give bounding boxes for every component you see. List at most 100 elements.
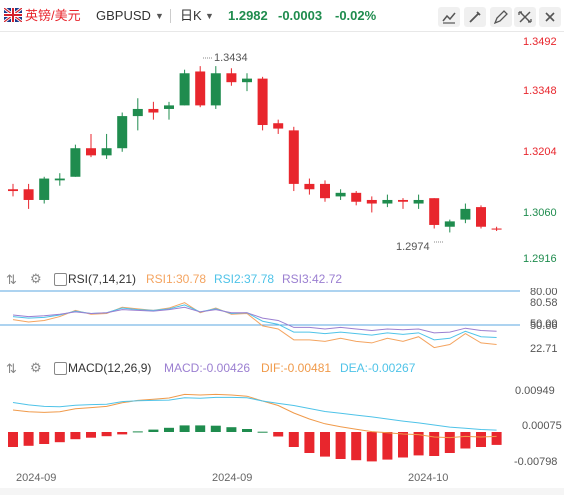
- rsi-chart[interactable]: 80.00 80.58 50.00 50.66 22.71: [0, 288, 564, 358]
- close-icon[interactable]: [539, 7, 561, 27]
- low-marker: 1.2974: [396, 241, 444, 253]
- indicator-icon[interactable]: [464, 7, 486, 27]
- chart-type-icon[interactable]: [438, 7, 460, 27]
- candle-body: [39, 178, 50, 200]
- macd-bar: [304, 432, 315, 453]
- macd-bar: [132, 431, 143, 433]
- rsi3-value: RSI3:42.72: [282, 272, 343, 286]
- macd-axis-label: 0.00949: [515, 385, 555, 397]
- macd-bar: [460, 432, 471, 449]
- candle-body: [257, 78, 268, 126]
- dif-value: DIF:-0.00481: [261, 361, 332, 375]
- candle-body: [54, 178, 65, 181]
- candle-body: [382, 199, 393, 204]
- low-annotation: 1.2974: [396, 241, 430, 253]
- draw-icon[interactable]: [490, 7, 512, 27]
- candle-body: [273, 123, 284, 129]
- date-label: 2024-09: [16, 472, 57, 484]
- macd-value: MACD:-0.00426: [164, 361, 251, 375]
- price-change-pct: -0.02%: [335, 8, 377, 23]
- macd-bar: [320, 432, 330, 457]
- current-price: 1.2982: [228, 8, 268, 23]
- date-label: 2024-09: [212, 472, 253, 484]
- macd-bar: [70, 432, 81, 440]
- macd-bar: [226, 427, 237, 432]
- collapse-icon[interactable]: ⇅: [6, 272, 17, 287]
- price-axis-label: 1.3204: [523, 146, 557, 158]
- rsi2-value: RSI2:37.78: [214, 272, 275, 286]
- period-caret-icon[interactable]: ▼: [205, 11, 214, 21]
- macd-bar: [257, 431, 268, 433]
- candle-body: [460, 208, 471, 220]
- candle-body: [70, 148, 81, 177]
- symbol-label[interactable]: GBPUSD: [96, 8, 151, 23]
- macd-bar: [242, 429, 252, 432]
- candle-body: [304, 183, 315, 190]
- rsi1-line: [12, 302, 497, 349]
- price-change: -0.0003: [278, 8, 323, 23]
- macd-bar: [179, 425, 190, 432]
- macd-bar: [288, 432, 299, 447]
- macd-bar: [366, 432, 377, 462]
- macd-header: ⇅ ⚙ MACD(12,26,9) MACD:-0.00426 DIF:-0.0…: [6, 360, 446, 378]
- macd-bar: [39, 432, 50, 444]
- macd-bar: [273, 432, 284, 437]
- chart-toolbar: 英镑/美元 GBPUSD ▼ 日K ▼ 1.2982 -0.0003 -0.02…: [0, 0, 564, 32]
- candlestick-chart[interactable]: 1.3492 1.3348 1.3204 1.3060 1.2916 1.343…: [0, 32, 564, 268]
- candle-body: [117, 116, 128, 149]
- candle-body: [288, 130, 299, 184]
- toolbar-divider: [170, 9, 171, 23]
- rsi-title[interactable]: RSI(7,14,21): [68, 272, 137, 286]
- indicator-select-icon[interactable]: [54, 362, 67, 375]
- settings-icon[interactable]: ⚙: [30, 360, 42, 375]
- candle-body: [413, 199, 424, 204]
- rsi-axis-label: 50.00: [530, 318, 558, 330]
- candle-body: [335, 192, 346, 197]
- candle-body: [429, 198, 440, 225]
- candle-body: [210, 73, 221, 106]
- candle-body: [491, 228, 502, 230]
- macd-bar: [54, 432, 65, 443]
- date-label: 2024-10: [408, 472, 449, 484]
- macd-bar: [476, 432, 486, 447]
- macd-bar: [444, 432, 455, 453]
- date-axis: 2024-09 2024-09 2024-10: [0, 470, 564, 488]
- macd-bar: [382, 432, 393, 460]
- candle-body: [320, 183, 330, 199]
- rsi-axis-label: 50.66: [530, 320, 558, 332]
- macd-bar: [195, 425, 206, 432]
- price-axis-label: 1.3060: [523, 207, 557, 219]
- candle-body: [23, 189, 34, 200]
- settings-icon[interactable]: ⚙: [30, 271, 42, 286]
- rsi1-value: RSI1:30.78: [146, 272, 207, 286]
- fullscreen-icon[interactable]: [514, 7, 536, 27]
- candle-body: [444, 221, 455, 227]
- candle-body: [179, 73, 190, 106]
- candle-body: [351, 192, 362, 202]
- macd-bar: [86, 432, 96, 438]
- rsi-axis-label: 80.00: [530, 288, 558, 298]
- macd-axis-label: -0.00798: [514, 456, 557, 468]
- high-annotation: 1.3434: [214, 52, 248, 64]
- price-axis-label: 1.3348: [523, 85, 557, 97]
- macd-bar: [335, 432, 346, 459]
- candle-body: [226, 73, 237, 83]
- price-axis-label: 1.2916: [523, 253, 557, 265]
- macd-bar: [101, 432, 112, 437]
- dea-line: [12, 396, 497, 431]
- rsi2-line: [12, 304, 497, 341]
- candle-body: [132, 108, 143, 117]
- pair-name[interactable]: 英镑/美元: [25, 8, 81, 23]
- macd-title[interactable]: MACD(12,26,9): [68, 361, 152, 375]
- collapse-icon[interactable]: ⇅: [6, 361, 17, 376]
- indicator-select-icon[interactable]: [54, 273, 67, 286]
- period-selector[interactable]: 日K: [180, 8, 202, 23]
- rsi3-line: [12, 306, 497, 334]
- scroll-strip[interactable]: [0, 488, 564, 495]
- dropdown-caret-icon[interactable]: ▼: [155, 11, 164, 21]
- macd-bar: [148, 429, 159, 432]
- macd-chart[interactable]: 0.00949 0.00075 -0.00798: [0, 377, 564, 469]
- candle-body: [164, 105, 174, 109]
- candle-body: [195, 71, 206, 106]
- flag-icon: [4, 8, 22, 22]
